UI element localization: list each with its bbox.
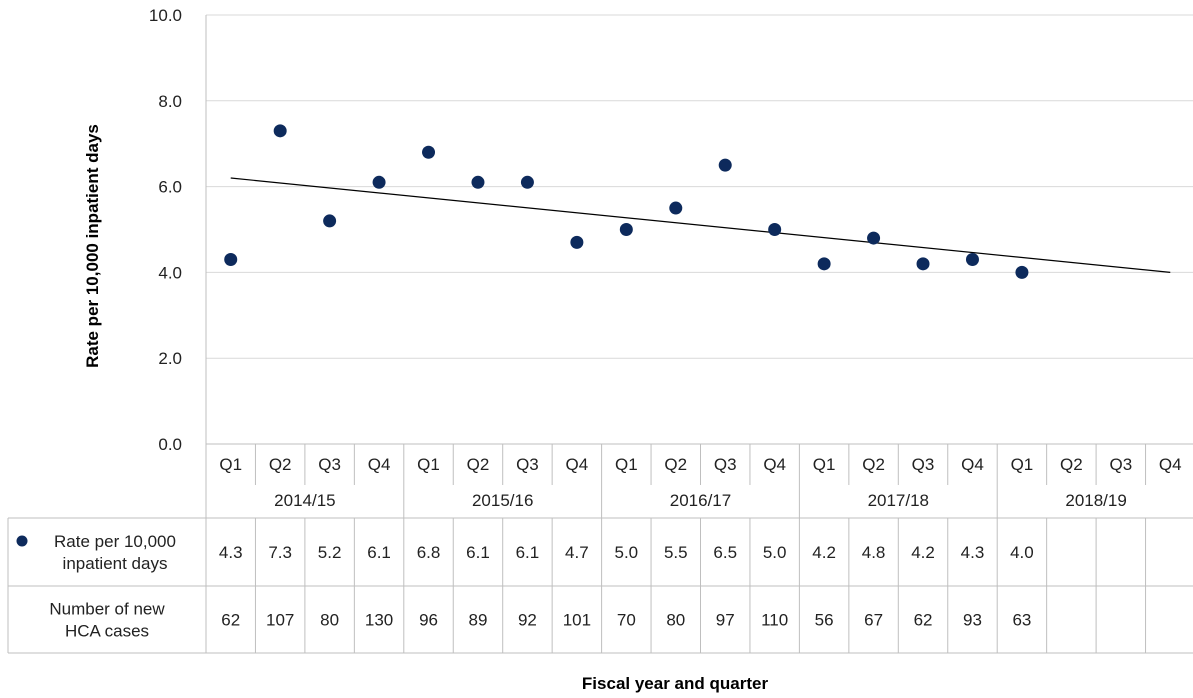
trendline-line <box>230 177 1171 273</box>
table-cell: 80 <box>666 611 685 630</box>
x-tick-label: Q3 <box>516 455 539 474</box>
data-point <box>916 257 930 271</box>
x-tick-label: Q1 <box>219 455 242 474</box>
data-point <box>422 145 436 159</box>
table-cell: 101 <box>563 611 591 630</box>
x-tick-label: Q1 <box>1011 455 1034 474</box>
fiscal-year-label: 2014/15 <box>274 491 335 510</box>
data-point <box>372 175 386 189</box>
y-axis-ticks: 0.0 2.0 4.0 6.0 8.0 10.0 <box>149 6 182 454</box>
table-cell: 5.0 <box>615 543 639 562</box>
table-cell: 70 <box>617 611 636 630</box>
table-row-label: Rate per 10,000 <box>54 532 176 551</box>
table-cell: 5.5 <box>664 543 688 562</box>
data-point <box>520 175 534 189</box>
x-tick-label: Q2 <box>862 455 885 474</box>
data-point <box>669 201 683 215</box>
data-table: Q1 Q2 Q3 Q4 Q1 Q2 Q3 Q4 Q1 Q2 Q3 Q4 Q1 Q2 Q3 Q4 Q1 Q2 Q3 Q4… <box>7 444 1193 654</box>
y-tick-label: 0.0 <box>158 435 182 454</box>
data-points <box>224 124 1029 279</box>
x-tick-label: Q1 <box>813 455 836 474</box>
table-cell: 5.2 <box>318 543 342 562</box>
table-cell: 96 <box>419 611 438 630</box>
table-cell: 67 <box>864 611 883 630</box>
x-tick-label: Q2 <box>269 455 292 474</box>
table-cell: 5.0 <box>763 543 787 562</box>
table-cell: 6.8 <box>417 543 441 562</box>
fiscal-year-label: 2015/16 <box>472 491 533 510</box>
data-point <box>471 175 485 189</box>
table-cell: 110 <box>761 611 788 630</box>
table-cell: 92 <box>518 611 537 630</box>
x-tick-label: Q2 <box>1060 455 1083 474</box>
data-point <box>867 231 881 245</box>
fiscal-year-label: 2016/17 <box>670 491 731 510</box>
data-point <box>817 257 831 271</box>
table-cell: 62 <box>914 611 933 630</box>
x-tick-label: Q4 <box>961 455 984 474</box>
table-cell: 4.3 <box>961 543 985 562</box>
x-tick-label: Q3 <box>1109 455 1132 474</box>
table-cell: 7.3 <box>268 543 292 562</box>
data-point <box>224 253 238 267</box>
data-point <box>570 235 584 249</box>
x-axis-label: Fiscal year and quarter <box>582 674 769 693</box>
table-cell: 89 <box>469 611 488 630</box>
table-row-label: Number of new <box>49 600 165 619</box>
table-cell: 4.3 <box>219 543 243 562</box>
table-cell: 130 <box>365 611 393 630</box>
x-tick-label: Q1 <box>417 455 440 474</box>
table-cell: 62 <box>221 611 240 630</box>
y-tick-label: 10.0 <box>149 6 182 25</box>
y-tick-label: 4.0 <box>158 263 182 282</box>
y-tick-label: 6.0 <box>158 178 182 197</box>
table-row-label: HCA cases <box>65 622 149 641</box>
table-cell: 63 <box>1012 611 1031 630</box>
data-point <box>619 223 633 236</box>
table-cell: 4.0 <box>1010 543 1034 562</box>
data-point <box>965 253 979 267</box>
table-cell: 4.8 <box>862 543 886 562</box>
x-tick-label: Q3 <box>912 455 935 474</box>
x-tick-label: Q4 <box>1159 455 1182 474</box>
data-point <box>718 158 732 172</box>
table-row-label: inpatient days <box>63 554 168 573</box>
table-cell: 6.5 <box>713 543 737 562</box>
x-tick-label: Q1 <box>615 455 638 474</box>
x-tick-label: Q3 <box>714 455 737 474</box>
x-tick-label: Q4 <box>566 455 589 474</box>
table-cell: 93 <box>963 611 982 630</box>
table-cell: 6.1 <box>516 543 540 562</box>
fiscal-year-label: 2017/18 <box>868 491 929 510</box>
legend-marker <box>16 535 28 547</box>
gridlines <box>206 14 1193 359</box>
table-cell: 4.2 <box>911 543 935 562</box>
table-cell: 6.1 <box>367 543 391 562</box>
x-tick-label: Q2 <box>664 455 687 474</box>
trendline <box>230 177 1171 273</box>
x-tick-label: Q4 <box>763 455 786 474</box>
table-cell: 107 <box>266 611 294 630</box>
y-axis-label: Rate per 10,000 inpatient days <box>83 124 102 368</box>
y-tick-label: 2.0 <box>158 349 182 368</box>
fiscal-year-label: 2018/19 <box>1065 491 1126 510</box>
data-point <box>768 223 782 236</box>
axes <box>205 15 1193 445</box>
table-cell: 56 <box>815 611 834 630</box>
table-cell: 97 <box>716 611 735 630</box>
x-tick-label: Q3 <box>318 455 341 474</box>
x-tick-label: Q2 <box>467 455 490 474</box>
data-point <box>1015 265 1029 279</box>
table-cell: 4.7 <box>565 543 589 562</box>
data-point <box>273 124 287 138</box>
table-cell: 80 <box>320 611 339 630</box>
x-tick-label: Q4 <box>368 455 391 474</box>
y-tick-label: 8.0 <box>158 92 182 111</box>
table-cell: 4.2 <box>812 543 836 562</box>
table-cell: 6.1 <box>466 543 490 562</box>
data-point <box>323 214 337 228</box>
